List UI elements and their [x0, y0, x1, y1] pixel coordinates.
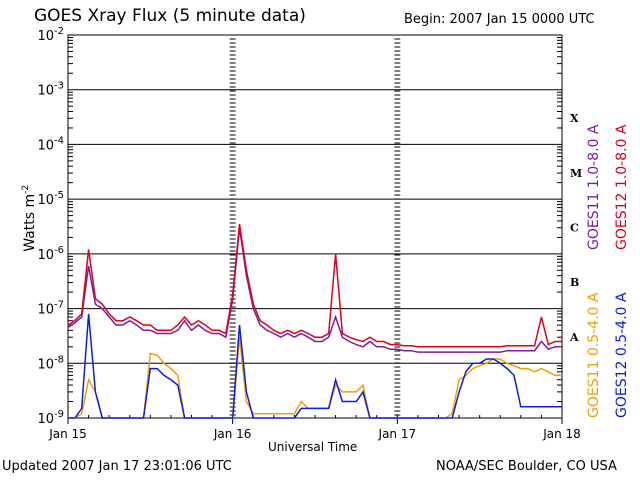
updated-timestamp: Updated 2007 Jan 17 23:01:06 UTC [2, 459, 232, 474]
chart-title: GOES Xray Flux (5 minute data) [34, 6, 306, 26]
series-line-0 [67, 227, 562, 353]
x-axis-label: Universal Time [268, 440, 358, 454]
y-tick-label: 10-4 [37, 135, 64, 153]
legend-entry: GOES11 0.5-4.0 A [586, 292, 602, 418]
y-tick-label: 10-7 [37, 300, 64, 318]
y-tick-label: 10-6 [37, 245, 64, 263]
credit-text: NOAA/SEC Boulder, CO USA [436, 459, 617, 474]
y-tick-label: 10-2 [37, 26, 64, 44]
x-tick-label: Jan 16 [213, 427, 252, 441]
x-tick-label: Jan 17 [378, 427, 417, 441]
series-line-1 [67, 223, 562, 348]
flare-class-label: B [570, 276, 579, 289]
flare-class-label: M [570, 167, 582, 180]
legend-entry: GOES12 0.5-4.0 A [614, 292, 630, 418]
y-tick-label: 10-3 [37, 81, 64, 99]
y-tick-label: 10-9 [37, 409, 64, 427]
flare-class-label: C [570, 222, 579, 235]
x-tick-label: Jan 15 [48, 427, 87, 441]
begin-time: Begin: 2007 Jan 15 0000 UTC [404, 12, 595, 27]
flare-class-label: X [570, 112, 579, 125]
x-tick-label: Jan 18 [542, 427, 581, 441]
flare-class-label: A [569, 331, 579, 344]
y-tick-label: 10-5 [37, 190, 64, 208]
y-tick-label: 10-8 [37, 354, 64, 372]
plot-frame [67, 34, 563, 419]
series-line-3 [68, 313, 562, 419]
legend-entry: GOES12 1.0-8.0 A [614, 124, 630, 250]
legend-entry: GOES11 1.0-8.0 A [586, 124, 602, 250]
